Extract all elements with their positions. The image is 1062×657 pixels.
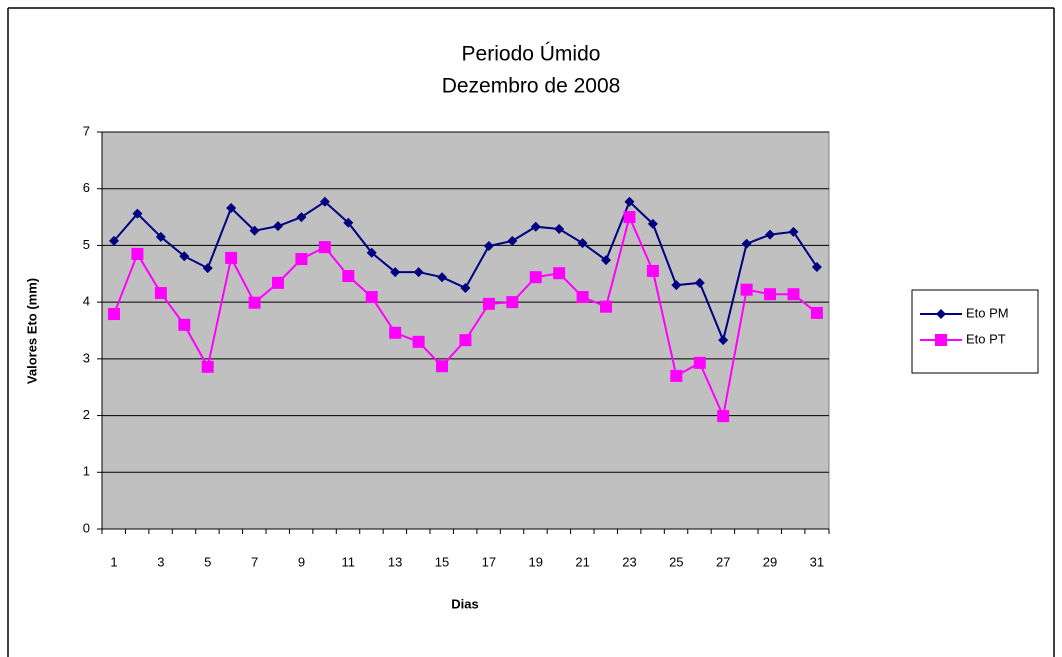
marker: [295, 253, 308, 266]
marker: [482, 297, 495, 310]
x-tick-label: 9: [298, 554, 305, 569]
marker: [717, 410, 730, 423]
x-tick-label: 29: [763, 554, 777, 569]
marker: [201, 360, 214, 373]
marker: [787, 288, 800, 301]
marker: [788, 226, 799, 237]
marker: [178, 318, 191, 331]
marker: [765, 229, 776, 240]
marker: [936, 309, 946, 319]
marker: [693, 356, 706, 369]
y-tick-label: 5: [83, 237, 90, 252]
marker: [741, 238, 752, 249]
y-tick-label: 7: [83, 123, 90, 138]
marker: [671, 280, 682, 291]
marker: [272, 276, 285, 289]
marker: [273, 221, 284, 232]
marker: [623, 211, 636, 224]
marker: [529, 271, 542, 284]
marker: [319, 196, 330, 207]
x-tick-label: 27: [716, 554, 730, 569]
x-tick-label: 11: [342, 554, 356, 569]
y-tick-label: 6: [83, 180, 90, 195]
marker: [413, 267, 424, 278]
legend-label: Eto PT: [966, 331, 1006, 346]
marker: [318, 241, 331, 254]
marker: [764, 288, 777, 301]
chart-title: Periodo Úmido: [462, 43, 601, 66]
marker: [600, 300, 613, 313]
marker: [296, 212, 307, 223]
marker: [389, 326, 402, 339]
marker: [530, 221, 541, 232]
marker: [647, 218, 658, 229]
marker: [460, 282, 471, 293]
x-tick-label: 1: [110, 554, 117, 569]
marker: [811, 261, 822, 272]
x-tick-label: 15: [435, 554, 449, 569]
chart-subtitle: Dezembro de 2008: [442, 75, 621, 98]
x-tick-label: 21: [575, 554, 589, 569]
marker: [390, 267, 401, 278]
marker: [437, 272, 448, 283]
marker: [179, 251, 190, 262]
marker: [935, 334, 947, 346]
marker: [366, 247, 377, 258]
marker: [225, 251, 238, 264]
legend-box: [911, 289, 1039, 374]
y-tick-label: 2: [83, 407, 90, 422]
marker: [576, 291, 589, 304]
x-tick-label: 25: [669, 554, 683, 569]
x-axis-title: Dias: [451, 596, 478, 611]
marker: [646, 264, 659, 277]
marker: [506, 296, 519, 309]
y-axis-title: Valores Eto (mm): [24, 278, 39, 384]
legend-label: Eto PM: [966, 305, 1009, 320]
marker: [718, 335, 729, 346]
marker: [343, 217, 354, 228]
x-tick-label: 7: [251, 554, 258, 569]
y-tick-label: 4: [83, 294, 90, 309]
y-tick-label: 0: [83, 520, 90, 535]
marker: [108, 308, 120, 321]
x-tick-label: 13: [388, 554, 402, 569]
marker: [670, 369, 683, 382]
marker: [601, 255, 612, 266]
x-tick-label: 5: [204, 554, 211, 569]
x-tick-label: 19: [529, 554, 543, 569]
marker: [694, 277, 705, 288]
marker: [365, 291, 378, 304]
x-tick-label: 31: [810, 554, 824, 569]
y-tick-label: 3: [83, 350, 90, 365]
marker: [436, 360, 449, 373]
marker: [740, 283, 753, 296]
marker: [554, 223, 565, 234]
marker: [507, 235, 518, 246]
marker: [624, 196, 635, 207]
marker: [109, 235, 119, 246]
marker: [577, 238, 588, 249]
marker: [459, 334, 472, 347]
marker: [412, 335, 425, 348]
marker: [553, 267, 566, 280]
legend: Eto PM Eto PT: [911, 289, 1039, 374]
x-tick-label: 3: [157, 554, 164, 569]
marker: [248, 296, 261, 309]
marker: [810, 306, 823, 319]
marker: [342, 270, 355, 283]
y-tick-label: 1: [83, 464, 90, 479]
x-tick-label: 17: [482, 554, 496, 569]
marker: [131, 247, 144, 260]
plot-area: [101, 131, 830, 530]
marker: [226, 202, 237, 213]
marker: [202, 263, 213, 274]
marker: [132, 208, 143, 219]
x-tick-label: 23: [622, 554, 636, 569]
marker: [154, 287, 167, 300]
marker: [483, 240, 494, 251]
marker: [249, 225, 260, 236]
marker: [155, 231, 166, 242]
